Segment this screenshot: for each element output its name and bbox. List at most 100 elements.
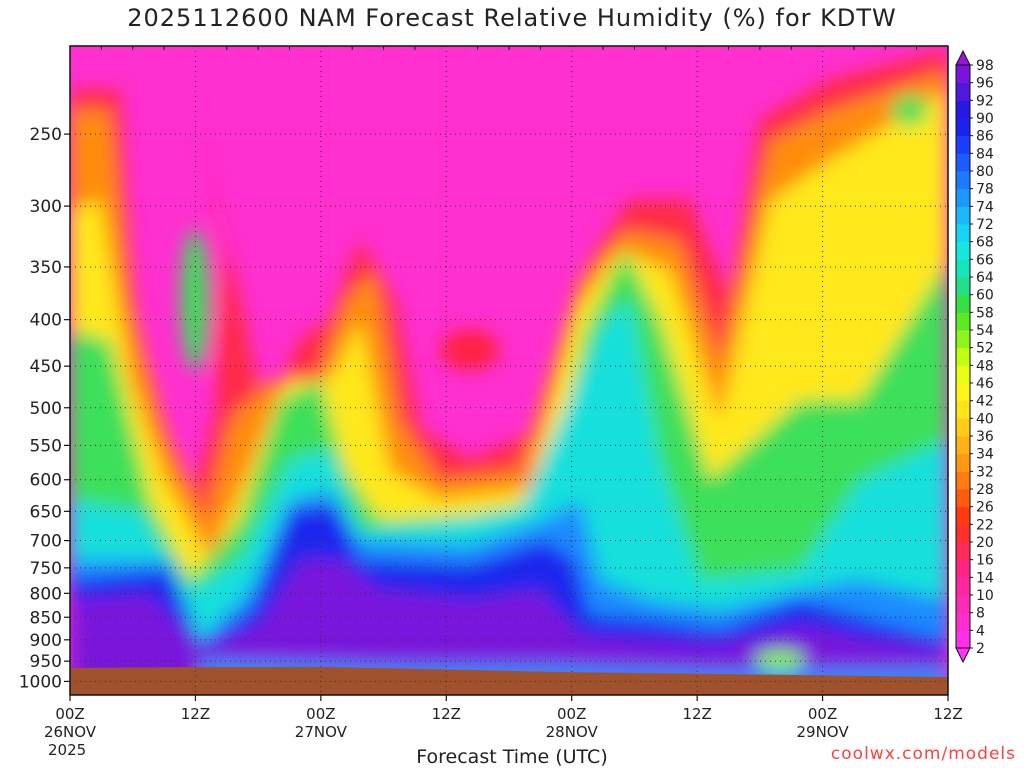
y-tick-label: 550	[30, 436, 62, 456]
colorbar-segment	[956, 224, 970, 243]
colorbar-segment	[956, 135, 970, 154]
colorbar-label: 36	[976, 429, 994, 445]
x-tick-label: 00Z	[808, 705, 837, 723]
colorbar-label: 42	[976, 394, 994, 410]
x-axis-title: Forecast Time (UTC)	[416, 746, 608, 768]
colorbar-label: 92	[976, 93, 994, 109]
colorbar-segment	[956, 330, 970, 349]
colorbar-label: 8	[976, 606, 985, 622]
colorbar-label: 98	[976, 58, 994, 74]
x-tick-label: 2025	[48, 741, 86, 759]
colorbar-segment	[956, 206, 970, 225]
colorbar-segment	[956, 489, 970, 508]
colorbar-segment	[956, 471, 970, 490]
colorbar-segment	[956, 312, 970, 331]
colorbar-segment	[956, 82, 970, 101]
y-axis: 250 300 350 400 450 500 550 600 650 700 750 800 850 9…	[19, 125, 70, 692]
colorbar-segment	[956, 118, 970, 137]
colorbar-label: 22	[976, 517, 994, 533]
colorbar-label: 80	[976, 164, 994, 180]
colorbar-label: 28	[976, 482, 994, 498]
colorbar-label: 48	[976, 358, 994, 374]
colorbar-label: 54	[976, 323, 994, 339]
y-tick-label: 450	[30, 357, 62, 377]
y-tick-label: 750	[30, 559, 62, 579]
colorbar-segment	[956, 436, 970, 455]
colorbar-segment	[956, 365, 970, 384]
colorbar-label: 78	[976, 182, 994, 198]
y-tick-label: 650	[30, 502, 62, 522]
colorbar-segment	[956, 577, 970, 596]
colorbar-label: 20	[976, 535, 994, 551]
x-tick-label: 12Z	[933, 705, 962, 723]
x-tick-label: 28NOV	[546, 723, 599, 741]
colorbar-label: 72	[976, 217, 994, 233]
x-tick-label: 00Z	[557, 705, 586, 723]
x-tick-label: 12Z	[682, 705, 711, 723]
colorbar-segment	[956, 418, 970, 437]
y-tick-label: 400	[30, 311, 62, 331]
y-tick-label: 850	[30, 608, 62, 628]
chart-title: 2025112600 NAM Forecast Relative Humidit…	[127, 4, 897, 32]
colorbar-label: 2	[976, 641, 985, 657]
x-tick-label: 26NOV	[44, 723, 97, 741]
colorbar-segment	[956, 153, 970, 172]
x-tick-label: 12Z	[432, 705, 461, 723]
colorbar-segment	[956, 400, 970, 419]
colorbar-segment	[956, 524, 970, 543]
colorbar-label: 64	[976, 270, 994, 286]
colorbar-label: 34	[976, 447, 994, 463]
colorbar-segment	[956, 542, 970, 561]
colorbar-segment	[956, 347, 970, 366]
colorbar-label: 52	[976, 341, 994, 357]
colorbar-segment	[956, 453, 970, 472]
colorbar-label: 32	[976, 464, 994, 480]
plot-frame	[69, 45, 949, 696]
colorbar-label: 4	[976, 623, 985, 639]
colorbar-label: 84	[976, 146, 994, 162]
colorbar-segment	[956, 506, 970, 525]
y-tick-label: 350	[30, 258, 62, 278]
colorbar-segment	[956, 612, 970, 631]
colorbar-segment	[956, 188, 970, 207]
colorbar-segment	[956, 559, 970, 578]
colorbar-label: 86	[976, 129, 994, 145]
colorbar-segment	[956, 171, 970, 190]
x-tick-label: 27NOV	[295, 723, 348, 741]
y-tick-label: 300	[30, 197, 62, 217]
colorbar-segment	[956, 277, 970, 296]
colorbar-label: 26	[976, 500, 994, 516]
colorbar-segment	[956, 65, 970, 84]
colorbar-segment	[956, 383, 970, 402]
terrain-band	[70, 667, 948, 695]
x-tick-label: 12Z	[181, 705, 210, 723]
humidity-field	[70, 46, 948, 695]
y-tick-label: 600	[30, 471, 62, 491]
y-tick-label: 950	[30, 652, 62, 672]
colorbar-label: 40	[976, 411, 994, 427]
colorbar-label: 10	[976, 588, 994, 604]
y-tick-label: 250	[30, 125, 62, 145]
colorbar-label: 96	[976, 76, 994, 92]
colorbar-label: 16	[976, 553, 994, 569]
colorbar-arrow-bottom	[955, 647, 971, 664]
colorbar-arrow-top	[955, 49, 971, 66]
colorbar-segment	[956, 630, 970, 649]
colorbar-label: 60	[976, 288, 994, 304]
colorbar-label: 46	[976, 376, 994, 392]
colorbar-label: 68	[976, 235, 994, 251]
x-tick-label: 00Z	[55, 705, 84, 723]
y-tick-label: 500	[30, 399, 62, 419]
y-tick-label: 800	[30, 584, 62, 604]
x-tick-label: 29NOV	[797, 723, 850, 741]
colorbar-segment	[956, 595, 970, 614]
colorbar: 2481014162022262832343640424648525458606…	[955, 49, 994, 664]
colorbar-frame	[955, 64, 971, 649]
colorbar-label: 58	[976, 305, 994, 321]
y-tick-label: 700	[30, 532, 62, 552]
y-tick-label: 900	[30, 631, 62, 651]
colorbar-segment	[956, 259, 970, 278]
colorbar-label: 14	[976, 570, 994, 586]
